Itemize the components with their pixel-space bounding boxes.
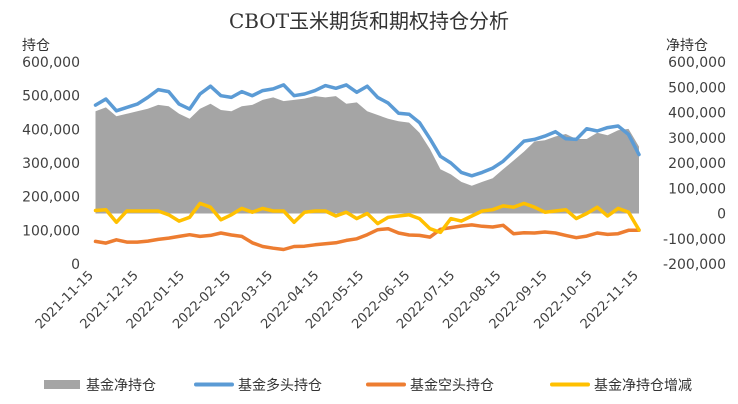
left-tick-label: 600,000 [22,55,80,71]
left-tick-label: 0 [71,257,80,273]
series-area-net-position [95,96,639,214]
left-tick-label: 100,000 [22,223,80,239]
right-tick-label: 400,000 [668,106,726,122]
legend-label: 基金净持仓增减 [594,377,692,394]
legend-item-long: 基金多头持仓 [194,377,322,394]
legend-item-net-position: 基金净持仓 [44,377,156,394]
legend-item-short: 基金空头持仓 [366,377,494,394]
left-tick-label: 500,000 [22,89,80,105]
right-tick-label: 100,000 [668,181,726,197]
legend-label: 基金净持仓 [86,377,156,394]
series-line-short [93,223,641,252]
plot-area [93,83,641,252]
legend-label: 基金多头持仓 [238,377,322,394]
right-tick-label: 300,000 [668,131,726,147]
left-tick-label: 200,000 [22,190,80,206]
right-tick-label: -200,000 [663,257,726,273]
chart-title: CBOT玉米期货和期权持仓分析 [229,9,509,33]
left-tick-label: 300,000 [22,156,80,172]
right-tick-label: 200,000 [668,156,726,172]
left-axis-title: 持仓 [22,38,50,54]
series-line-net-change [93,201,641,235]
right-tick-label: 500,000 [668,80,726,96]
right-axis: -200,000 -100,000 0 100,000 200,000 300,000 40… [663,55,726,273]
series-line-long [93,83,641,178]
x-axis: 2021-11-152021-12-152022-01-152022-02-15… [33,268,642,332]
right-tick-label: -100,000 [663,232,726,248]
right-axis-title: 净持仓 [666,38,708,54]
left-axis: 0 100,000 200,000 300,000 400,000 500,000 600,… [22,55,80,273]
right-tick-label: 600,000 [668,55,726,71]
right-tick-label: 0 [717,207,726,223]
legend-swatch [44,380,80,389]
left-tick-label: 400,000 [22,122,80,138]
legend-label: 基金空头持仓 [410,377,494,394]
legend-item-net-change: 基金净持仓增减 [550,377,692,394]
legend: 基金净持仓 基金多头持仓 基金空头持仓 基金净持仓增减 [44,377,692,394]
